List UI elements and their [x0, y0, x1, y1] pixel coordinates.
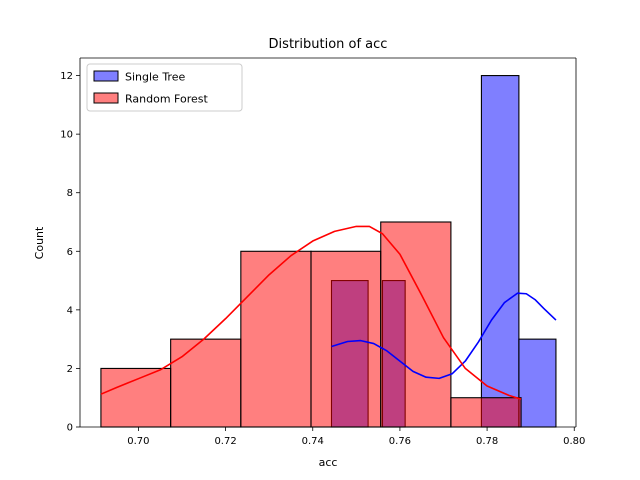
x-tick-label: 0.80 [563, 436, 585, 447]
x-tick-label: 0.72 [214, 436, 236, 447]
x-tick-label: 0.78 [476, 436, 498, 447]
y-tick-label: 8 [67, 188, 73, 199]
y-axis-label: Count [33, 226, 46, 259]
y-tick-label: 10 [60, 130, 73, 141]
x-tick-label: 0.74 [302, 436, 324, 447]
bar-series1-bin2 [240, 250, 312, 428]
y-tick-label: 2 [67, 364, 73, 375]
legend-box [86, 63, 243, 112]
y-tick-label: 0 [67, 423, 73, 434]
legend: Single Tree Random Forest [86, 63, 243, 112]
legend-label-series0: Single Tree [125, 71, 185, 84]
bar-series1-bin1 [170, 338, 242, 428]
y-tick-label: 12 [60, 71, 73, 82]
bar-series0-bin5 [518, 338, 557, 428]
kde-line-series0 [331, 292, 557, 380]
x-tick-label: 0.70 [127, 436, 149, 447]
y-tick-label: 4 [67, 305, 73, 316]
legend-swatch-series1 [93, 92, 119, 104]
chart-title: Distribution of acc [269, 37, 388, 52]
legend-label-series1: Random Forest [125, 93, 208, 106]
legend-swatch-series0 [93, 70, 119, 82]
kde-line-series1 [100, 225, 522, 400]
bar-series1-bin4 [380, 221, 452, 428]
bar-series1-bin5 [450, 397, 522, 428]
x-axis-label: acc [319, 456, 338, 469]
plot-area: 0.70 0.72 0.74 0.76 0.78 0.80 0 2 4 6 8 10 12 [60, 57, 585, 447]
bar-series1-bin3 [310, 250, 382, 428]
bar-series1-bin0 [100, 367, 172, 428]
y-tick-label: 6 [67, 247, 73, 258]
x-tick-label: 0.76 [389, 436, 411, 447]
bar-series0-bin4 [480, 75, 520, 428]
